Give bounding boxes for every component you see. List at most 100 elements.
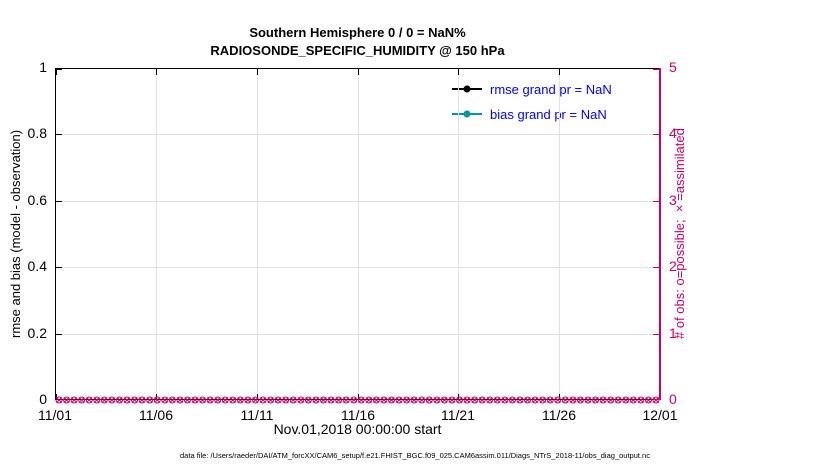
obs-assimilated-marker: [449, 397, 455, 403]
obs-assimilated-marker: [63, 397, 70, 403]
obs-possible-marker: [138, 396, 146, 404]
obs-assimilated-marker: [388, 397, 395, 403]
obs-assimilated-marker: [131, 397, 138, 403]
obs-possible-marker: [508, 396, 516, 404]
obs-possible-marker: [289, 396, 297, 404]
obs-possible-marker: [214, 396, 222, 404]
obs-possible-marker: [350, 396, 358, 404]
x-tick-label: 11/01: [38, 407, 72, 423]
obs-possible-marker: [199, 396, 207, 404]
obs-possible-marker: [221, 396, 229, 404]
obs-possible-marker: [357, 396, 365, 404]
obs-possible-marker: [115, 396, 123, 404]
x-tick-mark-top: [358, 69, 359, 75]
obs-possible-marker: [274, 396, 282, 404]
obs-assimilated-marker: [282, 397, 289, 403]
obs-possible-marker: [425, 396, 433, 404]
x-gridline: [257, 69, 258, 399]
rmse-marker-dot: [463, 85, 471, 93]
x-tick-label: 12/01: [642, 407, 678, 423]
y-left-tick-mark: [56, 334, 62, 335]
y-left-tick-mark: [56, 69, 62, 70]
y-gridline: [56, 267, 659, 268]
obs-possible-marker: [236, 396, 244, 404]
y-right-tick-label: 4: [669, 125, 677, 141]
obs-assimilated-marker: [471, 397, 478, 403]
obs-assimilated-marker: [569, 397, 576, 403]
obs-possible-marker: [576, 396, 584, 404]
y-axis-label-right: # of obs: o=possible; ×=assimilated: [672, 128, 687, 340]
obs-possible-marker: [569, 396, 577, 404]
obs-possible-marker: [259, 396, 267, 404]
legend-label-bias: bias grand pr = NaN: [490, 106, 607, 122]
obs-assimilated-marker: [237, 397, 244, 403]
y-left-tick-mark: [56, 201, 62, 202]
x-tick-mark-bottom: [257, 394, 258, 400]
x-tick-label: 11/16: [341, 407, 375, 423]
x-gridline: [559, 69, 560, 399]
y-left-tick-label: 0.8: [27, 125, 47, 141]
obs-possible-marker: [312, 396, 320, 404]
x-gridline: [156, 69, 157, 399]
obs-assimilated-marker: [607, 397, 614, 403]
obs-assimilated-marker: [229, 397, 236, 403]
obs-possible-marker: [372, 396, 380, 404]
obs-possible-marker: [599, 396, 607, 404]
obs-assimilated-marker: [169, 397, 176, 403]
x-tick-mark-top: [56, 69, 57, 75]
obs-assimilated-marker: [192, 397, 198, 403]
x-tick-label: 11/21: [441, 407, 475, 423]
obs-assimilated-marker: [267, 397, 274, 403]
obs-possible-marker: [493, 396, 501, 404]
obs-assimilated-marker: [244, 397, 251, 403]
obs-marker-band: [55, 396, 660, 404]
y-left-tick-label: 0.2: [27, 325, 47, 341]
data-file-caption: data file: /Users/raeder/DAI/ATM_forcXX/…: [180, 451, 650, 460]
obs-assimilated-marker: [305, 397, 312, 403]
obs-assimilated-marker: [592, 397, 599, 403]
obs-possible-marker: [131, 396, 139, 404]
obs-possible-marker: [229, 396, 237, 404]
obs-assimilated-marker: [441, 397, 448, 403]
bias-marker-dot: [463, 110, 471, 118]
obs-possible-marker: [388, 396, 396, 404]
y-right-tick-label: 0: [669, 391, 677, 407]
obs-possible-marker: [395, 396, 403, 404]
obs-possible-marker: [652, 396, 660, 404]
obs-assimilated-marker: [456, 397, 463, 403]
obs-assimilated-marker: [524, 397, 531, 403]
obs-possible-marker: [478, 396, 486, 404]
bias-line-sample: [452, 110, 482, 118]
obs-assimilated-marker: [207, 397, 214, 403]
obs-possible-marker: [282, 396, 290, 404]
legend-entry-bias: bias grand pr = NaN: [452, 105, 612, 123]
y-right-tick-label: 2: [669, 258, 677, 274]
obs-possible-marker: [267, 396, 275, 404]
rmse-line-sample: [452, 85, 482, 93]
y-right-tick-label: 3: [669, 192, 677, 208]
obs-possible-marker: [297, 396, 305, 404]
obs-possible-marker: [486, 396, 494, 404]
obs-assimilated-marker: [517, 397, 523, 403]
obs-assimilated-marker: [86, 397, 93, 403]
obs-assimilated-marker: [637, 397, 644, 403]
obs-possible-marker: [183, 396, 191, 404]
y-gridline: [56, 134, 659, 135]
obs-assimilated-marker: [479, 397, 486, 403]
obs-assimilated-marker: [222, 397, 229, 403]
obs-possible-marker: [161, 396, 169, 404]
obs-assimilated-marker: [403, 397, 410, 403]
obs-assimilated-marker: [184, 397, 191, 403]
obs-possible-marker: [108, 396, 116, 404]
y-left-tick-label: 1: [39, 59, 47, 75]
y-left-tick-label: 0: [39, 391, 47, 407]
obs-possible-marker: [63, 396, 71, 404]
obs-assimilated-marker: [645, 397, 652, 403]
right-axis-spine: [659, 68, 661, 400]
obs-possible-marker: [644, 396, 652, 404]
obs-assimilated-marker: [199, 397, 206, 403]
obs-assimilated-marker: [328, 397, 335, 403]
obs-possible-marker: [637, 396, 645, 404]
obs-assimilated-marker: [464, 397, 471, 403]
obs-assimilated-marker: [78, 397, 85, 403]
